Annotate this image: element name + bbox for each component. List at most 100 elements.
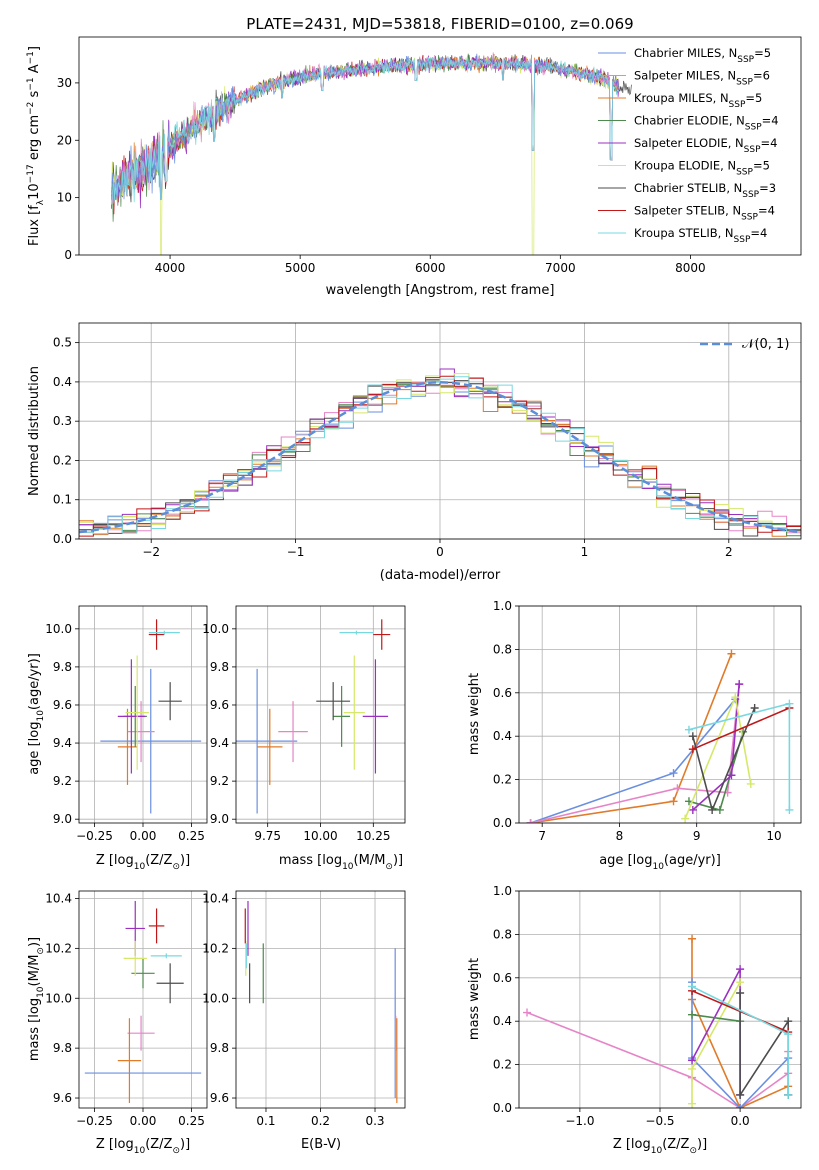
series-salpeter_elodie: [688, 965, 745, 1099]
series-marker: [736, 1090, 745, 1099]
label-part: )]: [180, 853, 190, 868]
y-tick-label: 9.0: [53, 812, 72, 826]
errorbar-kroupa_miles: [117, 708, 138, 785]
legend-label: Kroupa MILES, NSSP=5: [634, 91, 762, 110]
series-marker: [688, 982, 697, 991]
label-part: (Z/Z: [145, 853, 172, 868]
label-part: age [log: [599, 853, 652, 868]
series-marker: [715, 805, 724, 814]
label-part: (age/yr)]: [664, 853, 721, 868]
x-axis-label: mass [log10(M/M⊙)]: [279, 853, 403, 872]
legend-label: 𝒩(0, 1): [742, 337, 789, 352]
y-tick-label: 9.8: [210, 1041, 229, 1055]
y-tick-label: 0.4: [53, 375, 72, 389]
y-tick-label: 9.6: [53, 1091, 72, 1105]
series-marker: [727, 649, 736, 658]
x-tick-label: 2: [725, 545, 733, 559]
axes-spectrum: 4000 5000 6000 7000 8000 0 10 20 30: [57, 36, 802, 275]
label-part: 10: [134, 862, 146, 872]
series-chabrier_elodie: [688, 1010, 745, 1026]
y-axis-label: mass weight: [467, 958, 482, 1040]
x-tick-label: 0.0: [731, 1114, 750, 1128]
y-tick-label: 9.6: [210, 1091, 229, 1105]
series-kroupa_elodie: [688, 978, 745, 1108]
x-tick-label: 5000: [285, 261, 316, 275]
x-axis-label: E(B-V): [301, 1137, 341, 1152]
label-part: ⊙: [689, 1146, 697, 1156]
label-part: =5: [753, 159, 770, 173]
label-part: =5: [754, 46, 771, 60]
label-part: )]: [180, 1137, 190, 1152]
errorbar-chabrier_stelib: [156, 963, 184, 1004]
x-axis-label: wavelength [Angstrom, rest frame]: [326, 283, 555, 298]
series-kroupa_stelib: [684, 699, 794, 814]
series-marker: [688, 1056, 697, 1065]
series-marker: [784, 1030, 793, 1039]
legend-label: Chabrier ELODIE, NSSP=4: [634, 114, 779, 133]
errorbar-salpeter_elodie: [362, 659, 389, 774]
x-axis-label: (data-model)/error: [380, 568, 501, 583]
normal-curve: [79, 381, 801, 534]
series-marker: [784, 1090, 793, 1099]
legend-label: Salpeter STELIB, NSSP=4: [634, 204, 775, 223]
label-part: ⊙: [172, 1146, 180, 1156]
y-tick-label: 0.2: [53, 453, 72, 467]
label-part: mass [log: [279, 853, 342, 868]
label-part: =4: [758, 204, 775, 218]
series-marker: [688, 745, 697, 754]
axes-frame: [235, 890, 406, 1109]
label-part: SSP: [742, 190, 759, 200]
series-marker: [673, 784, 682, 793]
label-part: =6: [753, 69, 770, 83]
errorbar-salpeter_miles: [127, 1015, 155, 1051]
y-tick-label: 10.2: [45, 941, 72, 955]
errorbar-kroupa_stelib: [150, 953, 182, 959]
errorbar-kroupa_stelib: [148, 630, 180, 635]
series-line: [691, 1013, 741, 1022]
series-line: [530, 684, 740, 823]
x-tick-label: 4000: [155, 261, 186, 275]
label-part: 10: [134, 1146, 146, 1156]
x-tick-label: 8: [616, 829, 624, 843]
plot-area: [111, 52, 632, 255]
label-part: Flux [f: [27, 205, 42, 246]
series-chabrier_stelib: [688, 703, 759, 814]
errorbar-salpeter_elodie: [117, 659, 145, 774]
histogram-salpeter_stelib: [79, 375, 801, 537]
axes-frame: [518, 890, 802, 1109]
series-marker: [735, 680, 744, 689]
x-tick-label: 1: [581, 545, 589, 559]
legend-label: Kroupa ELODIE, NSSP=5: [634, 159, 770, 178]
x-tick-label: 7: [538, 829, 546, 843]
errorbar-salpeter_stelib: [373, 619, 391, 650]
axes-mw_age: 7 8 9 10 0.0 0.2 0.4 0.6 0.8 1.0: [493, 599, 802, 843]
x-tick-label: 0.2: [311, 1114, 330, 1128]
series-marker: [736, 1104, 745, 1108]
label-part: Salpeter ELODIE, N: [634, 136, 744, 150]
series-line: [530, 653, 733, 823]
label-part: (age/yr)]: [27, 653, 42, 710]
series-marker: [523, 1008, 532, 1017]
label-part: ⊙: [36, 947, 46, 955]
x-tick-label: −1: [287, 545, 305, 559]
plot-area: [523, 934, 793, 1108]
y-tick-label: 10: [57, 191, 72, 205]
series-line: [692, 707, 790, 750]
x-tick-label: 0: [436, 545, 444, 559]
axes-residuals: −2 −1 0 1 2 0.0 0.1 0.2 0.3 0.4 0.5: [53, 322, 802, 559]
y-tick-label: 9.6: [53, 698, 72, 712]
series-marker: [684, 725, 693, 734]
label-part: ⊙: [385, 862, 393, 872]
series-line: [739, 993, 789, 1098]
y-tick-label: 30: [57, 76, 72, 90]
label-part: SSP: [737, 55, 754, 65]
axes-z_age: −0.25 0.00 0.25 9.0 9.2 9.4 9.6 9.8 10.0: [45, 605, 208, 843]
x-tick-label: 0.25: [178, 829, 205, 843]
x-axis-label: age [log10(age/yr)]: [599, 853, 721, 872]
series-marker: [681, 814, 690, 823]
label-part: (M/M: [354, 853, 386, 868]
axes-mass_age: 9.75 10.00 10.25 9.0 9.2 9.4 9.6 9.8 10.0: [202, 605, 406, 843]
spectrum-line-kroupa_elodie: [111, 55, 620, 255]
series-salpeter_elodie: [688, 680, 744, 814]
y-tick-label: 0.8: [493, 927, 512, 941]
